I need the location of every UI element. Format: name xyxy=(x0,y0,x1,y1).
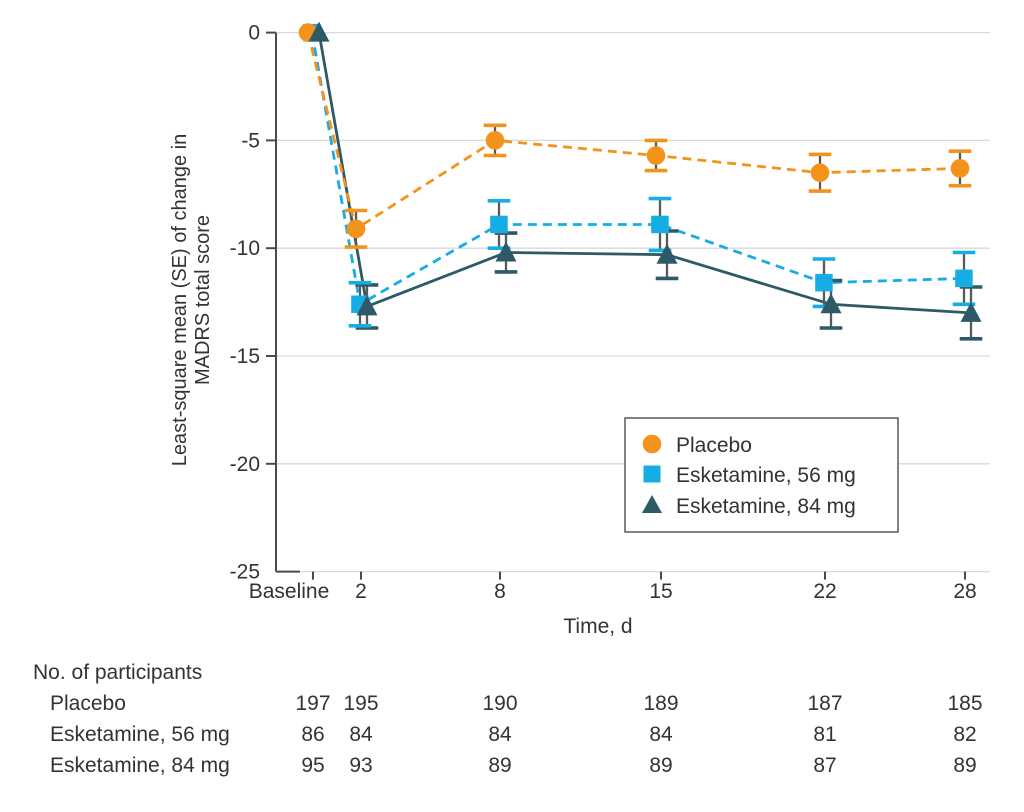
svg-text:190: 190 xyxy=(482,692,517,715)
svg-text:-20: -20 xyxy=(230,453,260,476)
svg-text:Esketamine, 56 mg: Esketamine, 56 mg xyxy=(676,464,856,487)
svg-text:Placebo: Placebo xyxy=(676,434,752,457)
svg-text:195: 195 xyxy=(343,692,378,715)
svg-text:Esketamine, 84 mg: Esketamine, 84 mg xyxy=(50,754,230,777)
svg-text:86: 86 xyxy=(301,723,324,746)
svg-text:84: 84 xyxy=(649,723,673,746)
svg-text:-10: -10 xyxy=(230,237,260,260)
svg-text:187: 187 xyxy=(807,692,842,715)
svg-text:197: 197 xyxy=(295,692,330,715)
svg-text:87: 87 xyxy=(813,754,836,777)
svg-text:8: 8 xyxy=(494,580,506,603)
svg-text:189: 189 xyxy=(643,692,678,715)
svg-text:Esketamine, 84 mg: Esketamine, 84 mg xyxy=(676,495,856,518)
svg-text:Esketamine, 56 mg: Esketamine, 56 mg xyxy=(50,723,230,746)
svg-text:89: 89 xyxy=(649,754,672,777)
svg-text:0: 0 xyxy=(248,22,260,45)
svg-text:-15: -15 xyxy=(230,345,260,368)
svg-text:185: 185 xyxy=(947,692,982,715)
svg-text:22: 22 xyxy=(813,580,836,603)
svg-text:84: 84 xyxy=(488,723,512,746)
svg-text:82: 82 xyxy=(953,723,976,746)
svg-text:No. of participants: No. of participants xyxy=(33,661,202,684)
svg-text:95: 95 xyxy=(301,754,324,777)
svg-text:81: 81 xyxy=(813,723,836,746)
svg-text:Baseline: Baseline xyxy=(249,580,330,603)
svg-text:2: 2 xyxy=(355,580,367,603)
svg-text:93: 93 xyxy=(349,754,372,777)
svg-text:89: 89 xyxy=(488,754,511,777)
svg-text:89: 89 xyxy=(953,754,976,777)
svg-text:84: 84 xyxy=(349,723,373,746)
svg-text:Placebo: Placebo xyxy=(50,692,126,715)
svg-text:-5: -5 xyxy=(241,129,260,152)
svg-text:15: 15 xyxy=(649,580,672,603)
svg-text:Time, d: Time, d xyxy=(563,615,632,638)
svg-text:28: 28 xyxy=(953,580,976,603)
svg-text:Least-square mean (SE) of chan: Least-square mean (SE) of change in xyxy=(169,134,191,466)
svg-text:MADRS total score: MADRS total score xyxy=(192,215,214,385)
